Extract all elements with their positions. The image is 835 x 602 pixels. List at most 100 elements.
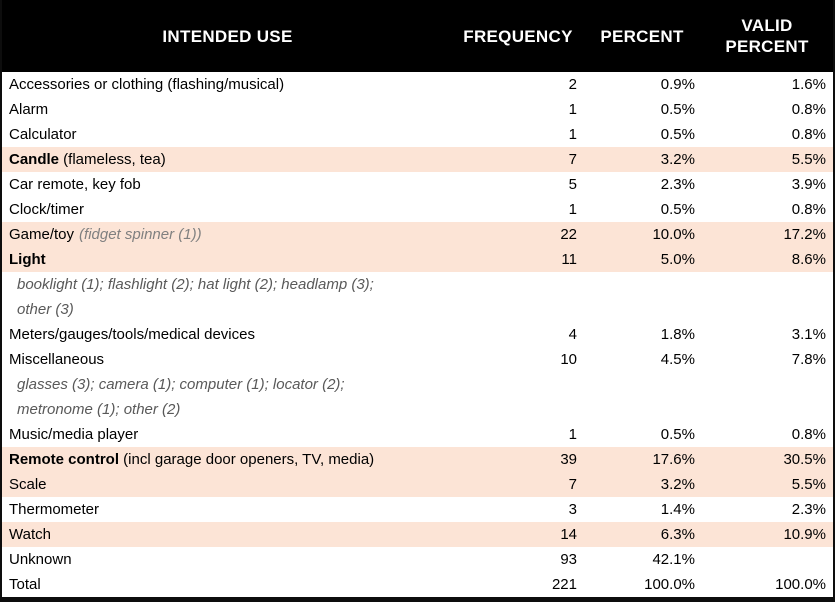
table-row: Candle (flameless, tea) 7 3.2% 5.5%: [2, 147, 833, 172]
cell-valid-percent: [701, 547, 833, 572]
cell-frequency: 4: [568, 326, 577, 343]
table-row: Calculator 1 0.5% 0.8%: [2, 122, 833, 147]
cell-percent: 4.5%: [660, 351, 695, 368]
cell-intended-use: Unknown: [9, 551, 72, 568]
cell-frequency: 10: [560, 351, 577, 368]
cell-sub-detail: glasses (3); camera (1); computer (1); l…: [2, 372, 833, 422]
cell-percent: 0.5%: [660, 201, 695, 218]
cell-frequency: 1: [568, 201, 577, 218]
cell-valid-percent: 5.5%: [791, 151, 826, 168]
cell-intended-use: Light: [2, 247, 453, 272]
table-row: Remote control (incl garage door openers…: [2, 447, 833, 472]
row-note: (fidget spinner (1)): [79, 226, 202, 243]
cell-percent: 100.0%: [644, 576, 695, 593]
cell-frequency: 1: [568, 426, 577, 443]
cell-percent: 2.3%: [660, 176, 695, 193]
sub-detail-line: booklight (1); flashlight (2); hat light…: [17, 276, 374, 293]
cell-intended-use: Calculator: [9, 126, 77, 143]
cell-valid-percent: 1.6%: [791, 76, 826, 93]
cell-valid-percent: 0.8%: [791, 426, 826, 443]
cell-valid-percent: 100.0%: [775, 576, 826, 593]
cell-percent: 6.3%: [660, 526, 695, 543]
cell-percent: 3.2%: [660, 476, 695, 493]
cell-percent: 17.6%: [652, 451, 695, 468]
row-label: Game/toy: [9, 226, 75, 243]
cell-frequency: 7: [568, 476, 577, 493]
cell-valid-percent: 5.5%: [791, 476, 826, 493]
cell-valid-percent: 0.8%: [791, 101, 826, 118]
cell-percent: 0.5%: [660, 101, 695, 118]
cell-intended-use: Alarm: [9, 101, 49, 118]
cell-percent: 0.5%: [660, 126, 695, 143]
cell-percent: 3.2%: [660, 151, 695, 168]
table-row-total: Total 221 100.0% 100.0%: [2, 572, 833, 597]
cell-intended-use: Thermometer: [9, 501, 100, 518]
header-percent: PERCENT: [600, 26, 684, 46]
cell-frequency: 7: [568, 151, 577, 168]
table-row: Clock/timer 1 0.5% 0.8%: [2, 197, 833, 222]
cell-frequency: 5: [568, 176, 577, 193]
cell-intended-use: Remote control (incl garage door openers…: [2, 447, 453, 472]
table-row: Car remote, key fob 5 2.3% 3.9%: [2, 172, 833, 197]
cell-frequency: 22: [560, 226, 577, 243]
row-label: (flameless, tea): [59, 151, 166, 168]
row-label: (incl garage door openers, TV, media): [119, 451, 375, 468]
cell-valid-percent: 3.1%: [791, 326, 826, 343]
cell-intended-use: Accessories or clothing (flashing/musica…: [9, 76, 285, 93]
cell-intended-use: Watch: [9, 526, 51, 543]
cell-intended-use: Candle (flameless, tea): [2, 147, 453, 172]
cell-percent: 42.1%: [652, 551, 695, 568]
sub-detail-line: other (3): [17, 301, 74, 318]
sub-detail-line: metronome (1); other (2): [17, 401, 181, 418]
cell-valid-percent: 17.2%: [783, 226, 826, 243]
cell-valid-percent: 30.5%: [783, 451, 826, 468]
cell-intended-use: Clock/timer: [9, 201, 85, 218]
cell-frequency: 39: [560, 451, 577, 468]
cell-frequency: 1: [568, 126, 577, 143]
cell-valid-percent: 7.8%: [791, 351, 826, 368]
table-row: Thermometer 3 1.4% 2.3%: [2, 497, 833, 522]
table-row: Music/media player 1 0.5% 0.8%: [2, 422, 833, 447]
cell-intended-use: Music/media player: [9, 426, 139, 443]
row-label-bold: Candle: [9, 151, 60, 168]
cell-percent: 1.4%: [660, 501, 695, 518]
cell-percent: 5.0%: [660, 251, 695, 268]
sub-detail-line: glasses (3); camera (1); computer (1); l…: [17, 376, 345, 393]
table-subrow: booklight (1); flashlight (2); hat light…: [2, 272, 833, 322]
table-row: Game/toy (fidget spinner (1)) 22 10.0% 17…: [2, 222, 833, 247]
cell-percent: 0.5%: [660, 426, 695, 443]
cell-valid-percent: 0.8%: [791, 201, 826, 218]
table-row: Accessories or clothing (flashing/musica…: [2, 72, 833, 97]
cell-intended-use: Total: [9, 576, 41, 593]
cell-frequency: 93: [560, 551, 577, 568]
table-row: Unknown 93 42.1%: [2, 547, 833, 572]
table-subrow: glasses (3); camera (1); computer (1); l…: [2, 372, 833, 422]
row-label-bold: Remote control: [9, 451, 120, 468]
table-row: Light 11 5.0% 8.6%: [2, 247, 833, 272]
cell-frequency: 11: [561, 251, 577, 268]
cell-percent: 1.8%: [660, 326, 695, 343]
cell-intended-use: Scale: [9, 476, 47, 493]
cell-valid-percent: 0.8%: [791, 126, 826, 143]
cell-valid-percent: 2.3%: [791, 501, 826, 518]
header-intended-use: INTENDED USE: [162, 26, 293, 46]
cell-intended-use: Miscellaneous: [9, 351, 105, 368]
table-header-row: INTENDED USE FREQUENCY PERCENT VALID PER…: [2, 0, 833, 72]
cell-frequency: 3: [568, 501, 577, 518]
cell-valid-percent: 3.9%: [791, 176, 826, 193]
table-row: Alarm 1 0.5% 0.8%: [2, 97, 833, 122]
cell-frequency: 221: [551, 576, 577, 593]
cell-sub-detail: booklight (1); flashlight (2); hat light…: [2, 272, 833, 322]
row-label-bold: Light: [9, 251, 46, 268]
cell-frequency: 1: [568, 101, 577, 118]
cell-frequency: 14: [560, 526, 577, 543]
table-row: Watch 14 6.3% 10.9%: [2, 522, 833, 547]
cell-frequency: 2: [568, 76, 577, 93]
cell-percent: 10.0%: [652, 226, 695, 243]
cell-intended-use: Meters/gauges/tools/medical devices: [9, 326, 255, 343]
cell-valid-percent: 8.6%: [791, 251, 826, 268]
table-row: Meters/gauges/tools/medical devices 4 1.…: [2, 322, 833, 347]
header-valid-percent: VALID PERCENT: [725, 16, 809, 56]
cell-percent: 0.9%: [660, 76, 695, 93]
